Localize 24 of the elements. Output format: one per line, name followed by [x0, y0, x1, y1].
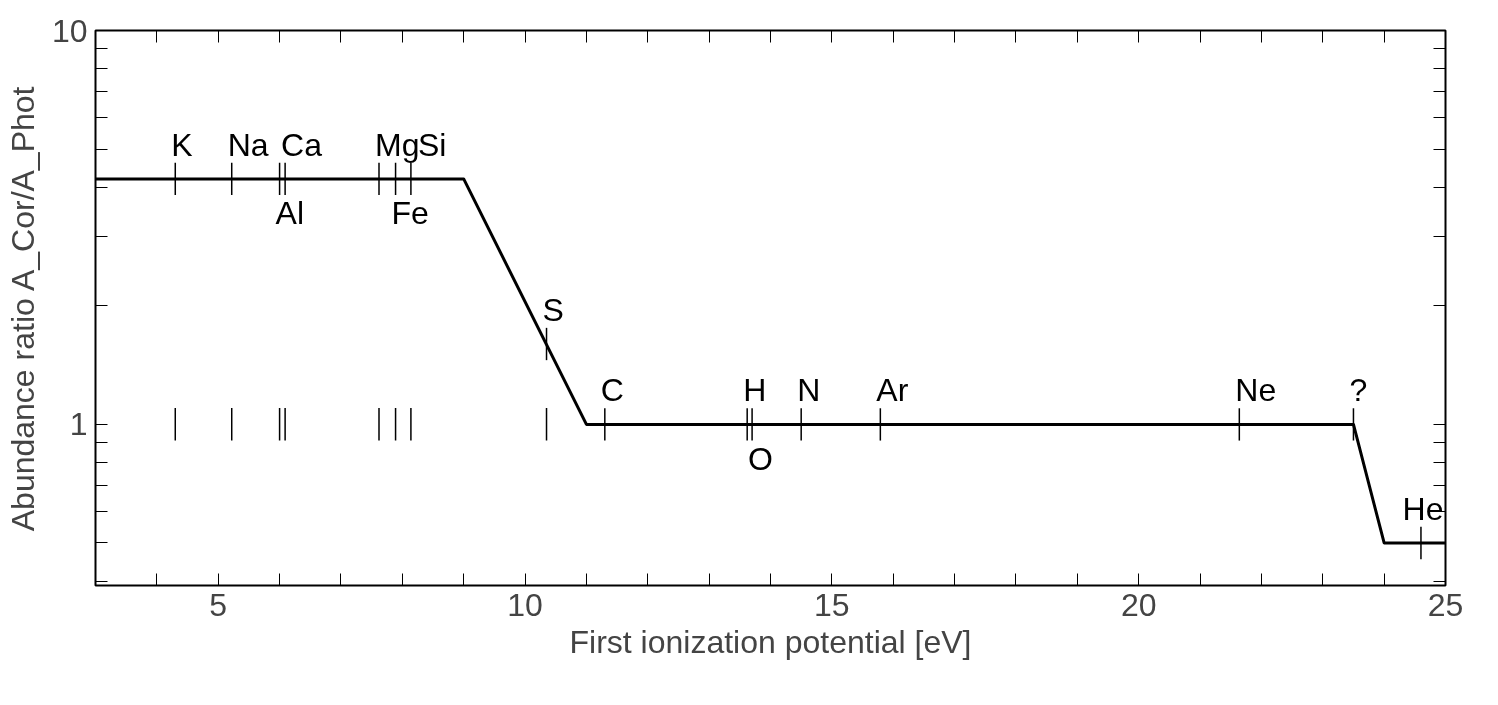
- annotation: Si: [417, 126, 447, 163]
- annotation: C: [600, 372, 624, 409]
- annotation: S: [542, 291, 564, 328]
- annotation: Mg: [375, 126, 420, 163]
- annotation: O: [748, 440, 773, 477]
- annotation: Ar: [876, 372, 909, 409]
- annotation: K: [171, 126, 193, 163]
- x-axis-title: First ionization potential [eV]: [569, 623, 972, 660]
- annotation: N: [797, 372, 821, 409]
- x-tick-label: 25: [1427, 586, 1464, 623]
- annotation: He: [1402, 490, 1444, 527]
- annotation: Ca: [281, 126, 323, 163]
- annotation: H: [743, 372, 767, 409]
- annotation: Fe: [391, 195, 429, 232]
- annotation: ?: [1349, 372, 1368, 409]
- x-tick-label: 10: [507, 586, 543, 623]
- x-tick-label: 15: [814, 586, 850, 623]
- annotation: Ne: [1235, 372, 1277, 409]
- x-tick-label: 5: [209, 586, 228, 623]
- annotation: Al: [275, 195, 305, 232]
- x-tick-label: 20: [1120, 586, 1157, 623]
- annotation: Na: [227, 126, 269, 163]
- y-tick-label: 1: [69, 406, 88, 443]
- y-axis-title: Abundance ratio A_Cor/A_Phot: [4, 86, 41, 532]
